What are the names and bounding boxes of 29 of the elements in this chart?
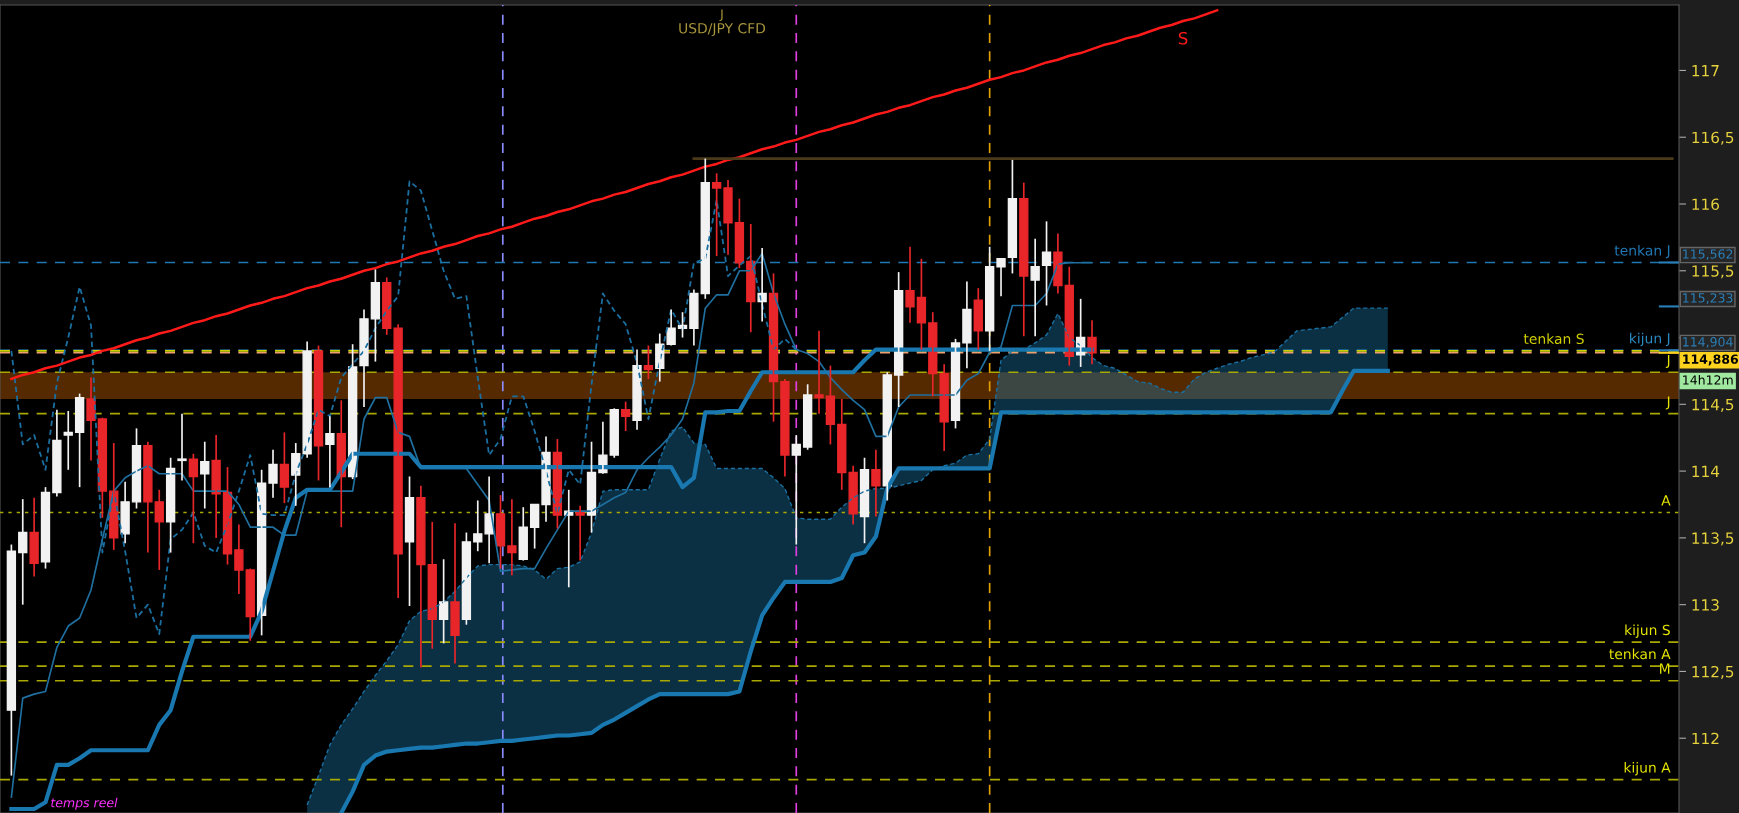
y-tick-label: 112,5 xyxy=(1692,665,1734,680)
y-tick-label: 116 xyxy=(1692,198,1719,211)
text: 14h12m xyxy=(1683,375,1733,385)
text: USD/JPY CFD xyxy=(679,23,766,37)
ref-line-label: A xyxy=(1661,495,1671,506)
y-tick-label: 115,5 xyxy=(1692,265,1734,279)
ref-line-label: 114,886 xyxy=(1683,354,1739,366)
annotation: J xyxy=(719,9,723,22)
ref-line-label: tenkan A xyxy=(1609,648,1671,660)
ref-line-label: kijun S xyxy=(1625,624,1670,638)
ref-line-label: J xyxy=(1665,355,1670,368)
annotation: S xyxy=(1178,31,1188,45)
y-tick-label: 116,5 xyxy=(1692,131,1734,145)
ref-line-label: kijun A xyxy=(1624,762,1671,776)
y-tick-label: 117 xyxy=(1692,65,1719,77)
ref-line-label: tenkan S xyxy=(1523,333,1584,345)
ref-line-label: 115,233 xyxy=(1683,293,1733,304)
ref-line-label: 115,562 xyxy=(1683,249,1733,260)
y-tick-label: 112 xyxy=(1692,732,1719,745)
ref-line-label: M xyxy=(1660,663,1670,674)
y-tick-label: 114,5 xyxy=(1692,398,1734,412)
ref-line-label: tenkan J xyxy=(1614,244,1670,259)
y-tick-label: 113,5 xyxy=(1692,532,1734,546)
ref-line-label: kijun J xyxy=(1630,332,1670,347)
annotation: temps reel xyxy=(51,797,118,810)
ref-line-label: J xyxy=(1665,396,1670,410)
ref-line-label: 114,904 xyxy=(1683,337,1733,348)
y-tick-label: 114 xyxy=(1692,465,1720,477)
y-tick-label: 113 xyxy=(1692,599,1719,611)
